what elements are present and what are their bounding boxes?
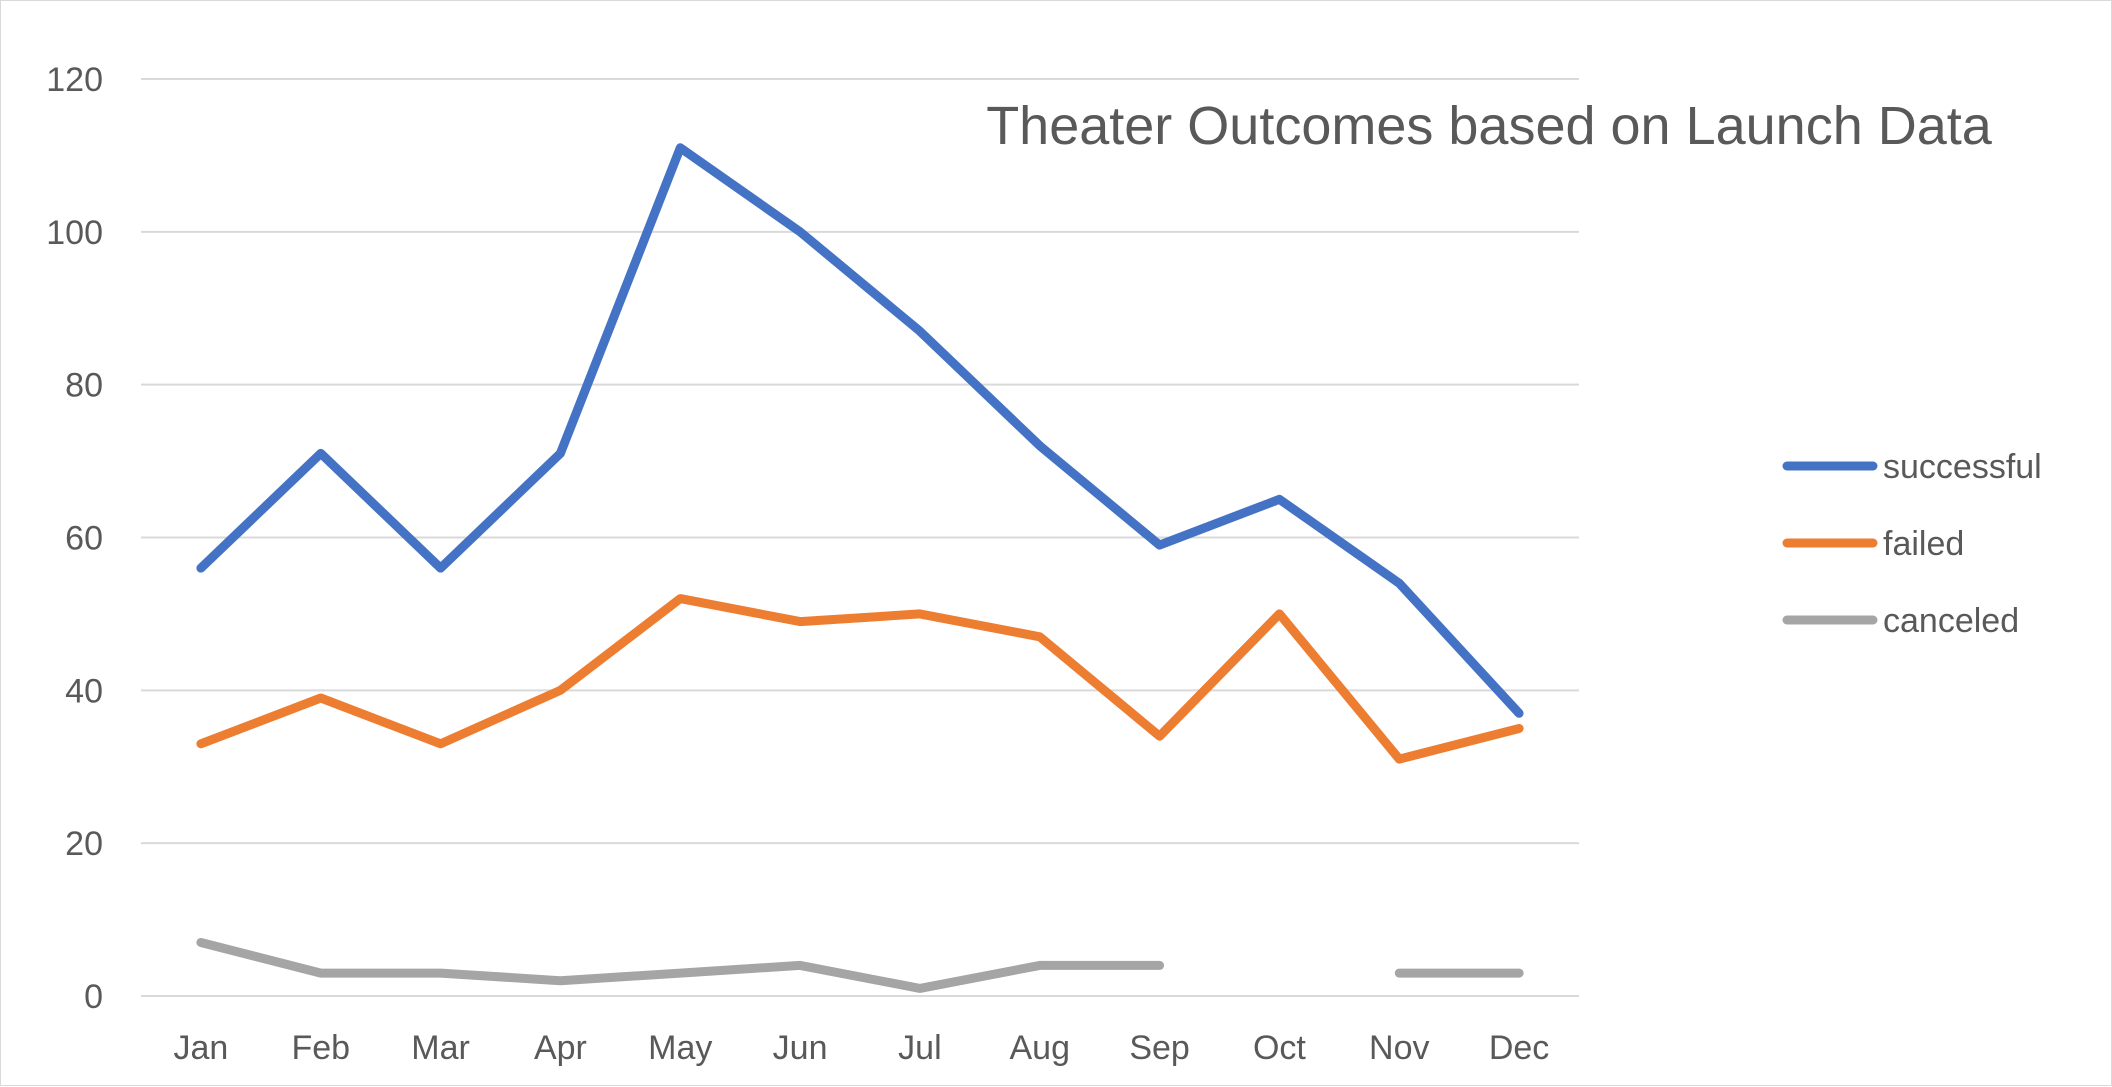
legend: successful failed canceled <box>1782 448 2042 640</box>
data-point-failed-Jul <box>918 612 921 615</box>
x-tick-label: Feb <box>291 1029 350 1067</box>
data-point-successful-Jul <box>918 330 921 333</box>
y-axis-ticks: 0 20 40 60 80 100 120 <box>46 61 103 1016</box>
data-point-failed-Feb <box>319 696 322 699</box>
y-tick-label: 40 <box>65 672 103 710</box>
data-point-failed-Dec <box>1518 727 1521 730</box>
data-point-failed-Oct <box>1278 612 1281 615</box>
data-point-canceled-Jan <box>199 941 202 944</box>
x-tick-label: Jul <box>898 1029 941 1067</box>
series-line-failed <box>196 594 1524 764</box>
data-point-successful-Aug <box>1038 444 1041 447</box>
data-point-canceled-Mar <box>439 972 442 975</box>
x-tick-label: Sep <box>1129 1029 1190 1067</box>
data-point-successful-Mar <box>439 567 442 570</box>
x-tick-label: Mar <box>411 1029 470 1067</box>
y-tick-label: 60 <box>65 520 103 558</box>
x-tick-label: Nov <box>1369 1029 1429 1067</box>
x-tick-label: Oct <box>1253 1029 1306 1067</box>
x-axis-ticks: Jan Feb Mar Apr May Jun Jul Aug Sep Oct Nov Dec <box>174 1029 1550 1067</box>
data-point-canceled-Jun <box>799 964 802 967</box>
data-point-failed-Aug <box>1038 635 1041 638</box>
data-point-canceled-Jul <box>918 987 921 990</box>
legend-label-canceled: canceled <box>1883 602 2019 640</box>
legend-item-failed: failed <box>1782 525 1964 563</box>
chart-title: Theater Outcomes based on Launch Data <box>986 96 1993 156</box>
data-point-canceled-Feb <box>319 972 322 975</box>
x-tick-label: Jun <box>773 1029 828 1067</box>
x-tick-label: Jan <box>174 1029 229 1067</box>
data-point-failed-Jan <box>199 742 202 745</box>
data-point-successful-Jun <box>799 230 802 233</box>
series-line-successful <box>196 143 1524 718</box>
data-point-successful-Nov <box>1398 582 1401 585</box>
data-point-failed-Mar <box>439 742 442 745</box>
y-tick-label: 20 <box>65 825 103 863</box>
y-tick-label: 80 <box>65 367 103 405</box>
series-successful <box>196 143 1524 718</box>
y-tick-label: 120 <box>46 61 103 99</box>
legend-label-failed: failed <box>1883 525 1964 563</box>
data-point-canceled-May <box>679 972 682 975</box>
data-point-failed-Nov <box>1398 758 1401 761</box>
legend-item-successful: successful <box>1782 448 2042 486</box>
legend-item-canceled: canceled <box>1782 602 2019 640</box>
data-point-canceled-Aug <box>1038 964 1041 967</box>
data-point-canceled-Dec <box>1518 972 1521 975</box>
y-tick-label: 100 <box>46 214 103 252</box>
x-tick-label: Aug <box>1010 1029 1071 1067</box>
data-point-successful-Sep <box>1158 544 1161 547</box>
legend-label-successful: successful <box>1883 448 2042 486</box>
data-point-failed-Sep <box>1158 735 1161 738</box>
data-point-canceled-Apr <box>559 979 562 982</box>
data-point-successful-Jan <box>199 567 202 570</box>
series-canceled <box>196 938 1524 993</box>
data-point-failed-Jun <box>799 620 802 623</box>
data-point-successful-Dec <box>1518 712 1521 715</box>
data-point-failed-May <box>679 597 682 600</box>
data-point-successful-Oct <box>1278 498 1281 501</box>
x-tick-label: Apr <box>534 1029 587 1067</box>
y-tick-label: 0 <box>84 978 103 1016</box>
data-point-successful-Feb <box>319 452 322 455</box>
x-tick-label: May <box>648 1029 712 1067</box>
gridlines <box>141 78 1579 997</box>
x-tick-label: Dec <box>1489 1029 1549 1067</box>
data-point-successful-May <box>679 146 682 149</box>
data-point-canceled-Nov <box>1398 972 1401 975</box>
series-lines <box>196 143 1524 993</box>
data-point-canceled-Sep <box>1158 964 1161 967</box>
data-point-failed-Apr <box>559 689 562 692</box>
series-failed <box>196 594 1524 764</box>
series-line-canceled-segment-0 <box>196 938 1165 993</box>
data-point-successful-Apr <box>559 452 562 455</box>
